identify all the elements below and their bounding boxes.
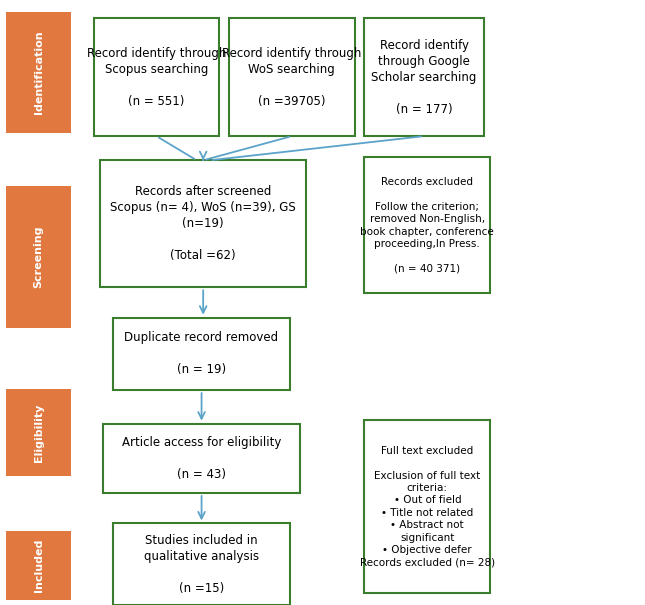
Text: Included: Included [34,539,44,592]
Bar [6,531,71,600]
Bar [6,389,71,477]
Text: Screening: Screening [34,226,44,289]
Text: Record identify
through Google
Scholar searching

(n = 177): Record identify through Google Scholar s… [372,39,477,116]
Text: Record identify through
WoS searching

(n =39705): Record identify through WoS searching (n… [222,47,362,108]
Text: Studies included in
qualitative analysis

(n =15): Studies included in qualitative analysis… [144,534,259,595]
Bar [364,18,484,136]
Text: Full text excluded

Exclusion of full text
criteria:
• Out of field
• Title not : Full text excluded Exclusion of full tex… [360,446,495,567]
Text: Duplicate record removed

(n = 19): Duplicate record removed (n = 19) [124,332,279,376]
Bar [103,424,300,493]
Bar [364,420,490,593]
Bar [6,12,71,133]
Bar [113,318,290,390]
Text: Record identify through
Scopus searching

(n = 551): Record identify through Scopus searching… [86,47,226,108]
Bar [6,186,71,329]
Bar [94,18,219,136]
Text: Records after screened
Scopus (n= 4), WoS (n=39), GS
(n=19)

(Total =62): Records after screened Scopus (n= 4), Wo… [110,185,296,263]
Text: Identification: Identification [34,31,44,114]
Bar [113,523,290,605]
Text: Records excluded

Follow the criterion;
removed Non-English,
book chapter, confe: Records excluded Follow the criterion; r… [361,177,494,273]
Bar [100,160,306,287]
Text: Eligibility: Eligibility [34,404,44,462]
Text: Article access for eligibility

(n = 43): Article access for eligibility (n = 43) [122,436,281,481]
Bar [364,157,490,293]
Bar [229,18,355,136]
